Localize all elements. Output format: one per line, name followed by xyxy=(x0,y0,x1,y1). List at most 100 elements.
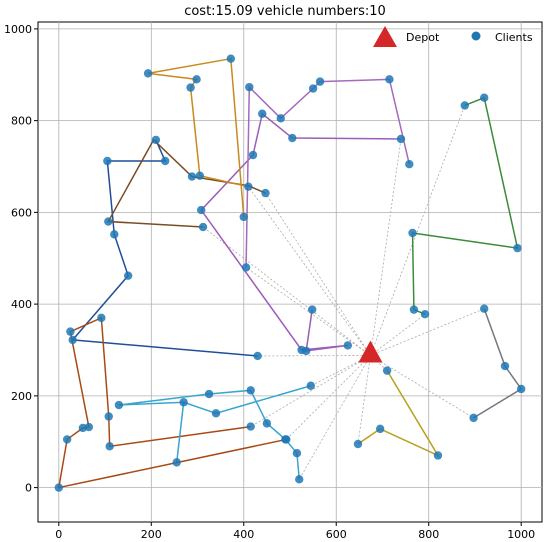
client-point xyxy=(258,109,267,118)
client-point xyxy=(408,228,417,238)
y-tick-label: 800 xyxy=(11,115,32,128)
y-axis-ticks: 0 200 400 600 800 1000 xyxy=(4,23,38,495)
x-axis-ticks: 0 200 400 600 800 1000 xyxy=(55,522,535,541)
client-point xyxy=(104,217,113,226)
client-point xyxy=(68,335,77,345)
legend-depot-label: Depot xyxy=(406,31,440,44)
client-point xyxy=(420,310,430,319)
client-point xyxy=(244,182,253,191)
client-point xyxy=(187,172,197,181)
client-point xyxy=(276,114,285,123)
client-point xyxy=(385,75,394,84)
depot-triangle xyxy=(358,340,383,363)
client-point xyxy=(295,475,304,484)
client-point xyxy=(292,448,302,458)
client-point xyxy=(241,263,251,272)
client-point xyxy=(246,386,255,395)
client-point xyxy=(114,400,124,410)
client-point xyxy=(123,271,133,280)
client-point xyxy=(160,156,170,166)
x-tick-label: 0 xyxy=(55,528,62,541)
route-line-2 xyxy=(57,316,287,489)
depot-dashed-line xyxy=(370,313,426,356)
client-point xyxy=(513,243,522,253)
client-point xyxy=(409,305,419,314)
client-point xyxy=(104,412,113,421)
client-point xyxy=(248,150,258,160)
y-tick-label: 200 xyxy=(11,390,32,403)
client-point xyxy=(308,84,318,93)
client-point xyxy=(261,188,270,198)
client-point xyxy=(307,305,317,314)
client-point xyxy=(143,69,153,78)
chart-title: cost:15.09 vehicle numbers:10 xyxy=(184,4,386,19)
client-point xyxy=(179,398,188,407)
client-point xyxy=(288,133,297,143)
client-point xyxy=(197,205,206,215)
depot-marker xyxy=(358,340,383,363)
client-point xyxy=(211,409,221,418)
depot-dashed-line xyxy=(248,186,371,356)
legend-client-label: Clients xyxy=(495,31,533,44)
depot-dashed-line xyxy=(370,308,485,356)
client-point xyxy=(405,160,414,169)
depot-dashed-line xyxy=(310,355,371,387)
client-points xyxy=(54,54,526,492)
client-point xyxy=(66,327,75,336)
grid-lines xyxy=(38,22,542,522)
client-point xyxy=(110,230,119,239)
x-tick-label: 200 xyxy=(141,528,162,541)
client-point xyxy=(105,442,114,451)
client-point xyxy=(469,413,478,423)
x-tick-label: 400 xyxy=(233,528,254,541)
client-point xyxy=(198,222,208,232)
x-tick-label: 600 xyxy=(326,528,347,541)
x-tick-label: 1000 xyxy=(507,528,535,541)
depot-dashed-line xyxy=(250,355,371,427)
depot-dashed-line xyxy=(245,267,371,356)
client-point xyxy=(315,77,325,86)
client-point xyxy=(516,384,526,394)
client-point xyxy=(282,435,291,444)
client-point xyxy=(500,361,510,371)
y-tick-label: 400 xyxy=(11,298,32,311)
client-point xyxy=(262,419,272,428)
client-point xyxy=(172,458,181,467)
x-tick-label: 800 xyxy=(418,528,439,541)
client-point xyxy=(343,341,352,350)
client-point xyxy=(301,346,311,356)
client-point xyxy=(480,93,489,102)
client-point xyxy=(192,75,201,84)
client-point xyxy=(396,134,406,144)
y-tick-label: 0 xyxy=(25,482,32,495)
depot-dashed-line xyxy=(202,226,371,356)
client-point xyxy=(246,422,255,431)
client-point xyxy=(245,82,254,92)
client-point xyxy=(62,435,72,444)
client-point xyxy=(84,422,94,432)
client-point xyxy=(460,101,469,110)
depot-dashed-line xyxy=(357,355,371,445)
dashed-depot-lines xyxy=(202,105,485,480)
client-point xyxy=(54,483,64,492)
client-point xyxy=(375,424,385,434)
client-point xyxy=(382,366,392,375)
client-point xyxy=(226,54,236,63)
y-tick-label: 600 xyxy=(11,206,32,219)
legend-depot-icon xyxy=(373,26,397,47)
client-point xyxy=(353,439,363,449)
client-point xyxy=(433,451,443,460)
route-line-5 xyxy=(473,308,523,419)
depot-dashed-line xyxy=(265,192,371,356)
depot-dashed-line xyxy=(370,138,402,356)
client-point xyxy=(195,171,205,180)
client-point xyxy=(239,212,248,222)
legend-client-icon xyxy=(471,31,481,41)
depot-dashed-line xyxy=(370,105,466,356)
y-tick-label: 1000 xyxy=(4,23,32,36)
client-point xyxy=(253,351,262,361)
client-point xyxy=(480,304,489,313)
client-point xyxy=(97,313,106,323)
client-point xyxy=(306,381,316,390)
